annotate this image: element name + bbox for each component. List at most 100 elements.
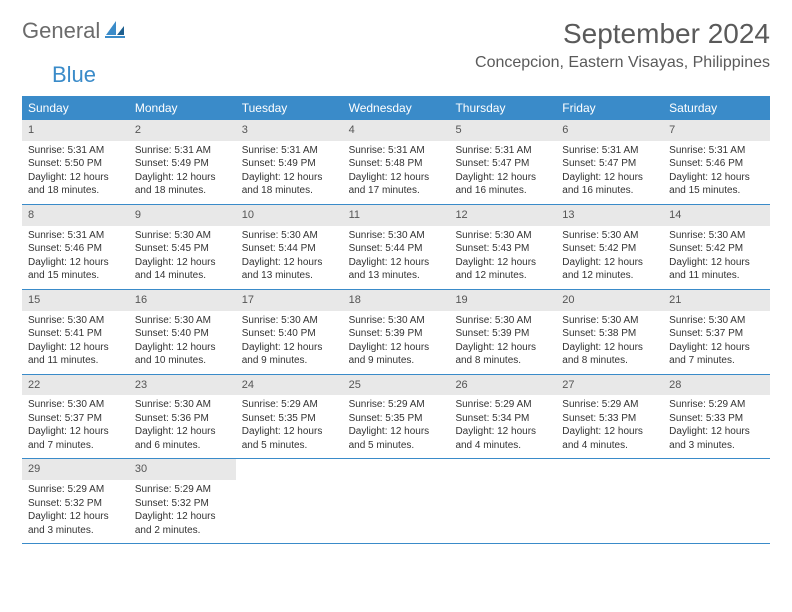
logo-word2: Blue xyxy=(52,62,96,88)
day-number: 23 xyxy=(129,375,236,396)
sunset-text: Sunset: 5:44 PM xyxy=(242,242,337,256)
sunset-text: Sunset: 5:46 PM xyxy=(28,242,123,256)
calendar: SundayMondayTuesdayWednesdayThursdayFrid… xyxy=(22,96,770,544)
sunset-text: Sunset: 5:35 PM xyxy=(349,412,444,426)
day-cell: 25Sunrise: 5:29 AMSunset: 5:35 PMDayligh… xyxy=(343,375,450,459)
day-body: Sunrise: 5:30 AMSunset: 5:40 PMDaylight:… xyxy=(236,311,343,374)
day-header: Wednesday xyxy=(343,96,450,120)
daylight-text: Daylight: 12 hours xyxy=(135,425,230,439)
day-body: Sunrise: 5:31 AMSunset: 5:50 PMDaylight:… xyxy=(22,141,129,204)
daylight-text: and 5 minutes. xyxy=(349,439,444,453)
day-header: Saturday xyxy=(663,96,770,120)
day-cell: 10Sunrise: 5:30 AMSunset: 5:44 PMDayligh… xyxy=(236,205,343,289)
day-cell: 6Sunrise: 5:31 AMSunset: 5:47 PMDaylight… xyxy=(556,120,663,204)
daylight-text: Daylight: 12 hours xyxy=(28,256,123,270)
sunset-text: Sunset: 5:32 PM xyxy=(28,497,123,511)
daylight-text: and 16 minutes. xyxy=(455,184,550,198)
daylight-text: Daylight: 12 hours xyxy=(455,171,550,185)
sunrise-text: Sunrise: 5:30 AM xyxy=(242,314,337,328)
daylight-text: Daylight: 12 hours xyxy=(242,171,337,185)
sunset-text: Sunset: 5:39 PM xyxy=(455,327,550,341)
day-header: Tuesday xyxy=(236,96,343,120)
day-cell xyxy=(343,459,450,543)
day-cell: 15Sunrise: 5:30 AMSunset: 5:41 PMDayligh… xyxy=(22,290,129,374)
day-cell: 20Sunrise: 5:30 AMSunset: 5:38 PMDayligh… xyxy=(556,290,663,374)
day-body: Sunrise: 5:31 AMSunset: 5:46 PMDaylight:… xyxy=(663,141,770,204)
daylight-text: and 6 minutes. xyxy=(135,439,230,453)
daylight-text: and 11 minutes. xyxy=(669,269,764,283)
daylight-text: and 9 minutes. xyxy=(349,354,444,368)
sunrise-text: Sunrise: 5:31 AM xyxy=(669,144,764,158)
sunrise-text: Sunrise: 5:29 AM xyxy=(242,398,337,412)
daylight-text: and 4 minutes. xyxy=(562,439,657,453)
daylight-text: Daylight: 12 hours xyxy=(135,256,230,270)
day-body: Sunrise: 5:30 AMSunset: 5:39 PMDaylight:… xyxy=(343,311,450,374)
day-number: 17 xyxy=(236,290,343,311)
sunset-text: Sunset: 5:47 PM xyxy=(455,157,550,171)
day-number: 7 xyxy=(663,120,770,141)
day-body: Sunrise: 5:30 AMSunset: 5:36 PMDaylight:… xyxy=(129,395,236,458)
sunset-text: Sunset: 5:34 PM xyxy=(455,412,550,426)
day-number: 29 xyxy=(22,459,129,480)
daylight-text: and 11 minutes. xyxy=(28,354,123,368)
day-number: 28 xyxy=(663,375,770,396)
daylight-text: Daylight: 12 hours xyxy=(135,171,230,185)
day-number: 24 xyxy=(236,375,343,396)
day-body: Sunrise: 5:30 AMSunset: 5:45 PMDaylight:… xyxy=(129,226,236,289)
day-cell xyxy=(449,459,556,543)
day-number: 4 xyxy=(343,120,450,141)
day-body: Sunrise: 5:29 AMSunset: 5:33 PMDaylight:… xyxy=(663,395,770,458)
sunrise-text: Sunrise: 5:30 AM xyxy=(455,229,550,243)
sunset-text: Sunset: 5:38 PM xyxy=(562,327,657,341)
daylight-text: Daylight: 12 hours xyxy=(669,425,764,439)
sunrise-text: Sunrise: 5:31 AM xyxy=(28,229,123,243)
daylight-text: Daylight: 12 hours xyxy=(28,510,123,524)
day-header: Monday xyxy=(129,96,236,120)
day-number: 10 xyxy=(236,205,343,226)
daylight-text: Daylight: 12 hours xyxy=(562,256,657,270)
sunrise-text: Sunrise: 5:31 AM xyxy=(28,144,123,158)
day-body: Sunrise: 5:30 AMSunset: 5:42 PMDaylight:… xyxy=(556,226,663,289)
sail-icon xyxy=(104,19,126,44)
day-cell: 13Sunrise: 5:30 AMSunset: 5:42 PMDayligh… xyxy=(556,205,663,289)
day-number: 3 xyxy=(236,120,343,141)
day-number: 14 xyxy=(663,205,770,226)
daylight-text: and 17 minutes. xyxy=(349,184,444,198)
sunset-text: Sunset: 5:33 PM xyxy=(669,412,764,426)
daylight-text: Daylight: 12 hours xyxy=(242,256,337,270)
day-cell xyxy=(556,459,663,543)
day-cell: 28Sunrise: 5:29 AMSunset: 5:33 PMDayligh… xyxy=(663,375,770,459)
daylight-text: and 16 minutes. xyxy=(562,184,657,198)
sunset-text: Sunset: 5:46 PM xyxy=(669,157,764,171)
daylight-text: and 7 minutes. xyxy=(28,439,123,453)
day-number: 22 xyxy=(22,375,129,396)
day-cell: 4Sunrise: 5:31 AMSunset: 5:48 PMDaylight… xyxy=(343,120,450,204)
daylight-text: and 12 minutes. xyxy=(455,269,550,283)
daylight-text: and 8 minutes. xyxy=(455,354,550,368)
day-number: 13 xyxy=(556,205,663,226)
daylight-text: and 2 minutes. xyxy=(135,524,230,538)
daylight-text: Daylight: 12 hours xyxy=(242,341,337,355)
day-number: 18 xyxy=(343,290,450,311)
day-number: 11 xyxy=(343,205,450,226)
day-body: Sunrise: 5:31 AMSunset: 5:46 PMDaylight:… xyxy=(22,226,129,289)
day-cell: 29 Sunrise: 5:29 AMSunset: 5:32 PMDayligh… xyxy=(22,459,129,543)
daylight-text: Daylight: 12 hours xyxy=(242,425,337,439)
day-header-row: SundayMondayTuesdayWednesdayThursdayFrid… xyxy=(22,96,770,120)
sunrise-text: Sunrise: 5:30 AM xyxy=(669,314,764,328)
daylight-text: Daylight: 12 hours xyxy=(28,171,123,185)
day-cell: 8Sunrise: 5:31 AMSunset: 5:46 PMDaylight… xyxy=(22,205,129,289)
day-number: 21 xyxy=(663,290,770,311)
sunset-text: Sunset: 5:42 PM xyxy=(562,242,657,256)
daylight-text: and 5 minutes. xyxy=(242,439,337,453)
daylight-text: Daylight: 12 hours xyxy=(135,510,230,524)
sunset-text: Sunset: 5:47 PM xyxy=(562,157,657,171)
day-cell: 12Sunrise: 5:30 AMSunset: 5:43 PMDayligh… xyxy=(449,205,556,289)
daylight-text: and 8 minutes. xyxy=(562,354,657,368)
sunset-text: Sunset: 5:49 PM xyxy=(135,157,230,171)
day-cell: 2Sunrise: 5:31 AMSunset: 5:49 PMDaylight… xyxy=(129,120,236,204)
day-body: Sunrise: 5:30 AMSunset: 5:41 PMDaylight:… xyxy=(22,311,129,374)
sunrise-text: Sunrise: 5:30 AM xyxy=(28,398,123,412)
sunrise-text: Sunrise: 5:29 AM xyxy=(28,483,123,497)
daylight-text: Daylight: 12 hours xyxy=(455,341,550,355)
